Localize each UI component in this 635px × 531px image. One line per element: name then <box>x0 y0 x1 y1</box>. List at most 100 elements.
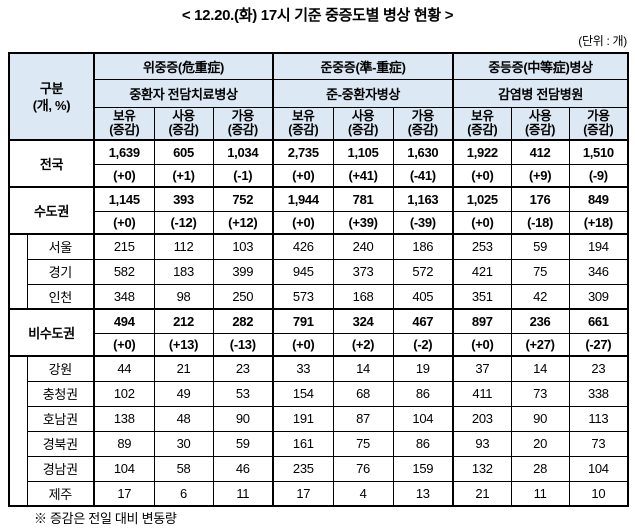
metric-header-cell: 사용 (증감) <box>332 106 394 141</box>
value-cell: 897 <box>452 308 512 334</box>
region-cell: 서울 <box>26 233 95 260</box>
value-cell: 945 <box>272 258 334 285</box>
value-cell: 1,630 <box>392 139 454 165</box>
value-cell: 86 <box>392 380 454 407</box>
value-cell: 75 <box>510 258 570 285</box>
value-cell: 13 <box>392 480 454 507</box>
detail-row: 충청권 102 49 53 154 68 86 411 73 338 <box>9 380 629 407</box>
change-cell: (+9) <box>510 163 570 188</box>
metric-header-cell: 가용 (증감) <box>212 106 274 141</box>
value-cell: 103 <box>212 233 274 260</box>
change-cell: (+2) <box>332 332 394 357</box>
value-cell: 1,639 <box>93 139 155 165</box>
change-cell: (+0) <box>272 332 334 357</box>
value-cell: 2,735 <box>272 139 334 165</box>
detail-row: 강원 44 21 23 33 14 19 37 14 23 <box>8 355 629 507</box>
value-cell: 104 <box>93 455 155 482</box>
group-subheader-severe: 중환자 전담치료병상 <box>93 78 274 108</box>
change-cell: (+0) <box>93 332 155 357</box>
value-cell: 1,105 <box>332 139 394 165</box>
change-cell: (-12) <box>153 210 214 235</box>
value-cell: 6 <box>153 480 214 507</box>
value-cell: 104 <box>568 455 629 482</box>
change-cell: (-1) <box>212 163 274 188</box>
metric-label: 보유 <box>292 109 315 124</box>
region-cell: 강원 <box>26 355 95 382</box>
metric-change-label: (증감) <box>407 123 438 138</box>
value-cell: 1,034 <box>212 139 274 165</box>
group-subheader-moderate: 감염병 전담병원 <box>452 78 629 108</box>
value-cell: 14 <box>332 355 394 382</box>
value-cell: 236 <box>510 308 570 334</box>
value-cell: 572 <box>392 258 454 285</box>
indent-strip-cell <box>8 355 28 507</box>
value-cell: 59 <box>510 233 570 260</box>
value-cell: 191 <box>272 405 334 432</box>
region-cell: 수도권 <box>8 186 95 235</box>
value-cell: 791 <box>272 308 334 334</box>
value-cell: 154 <box>272 380 334 407</box>
value-cell: 44 <box>93 355 155 382</box>
detail-row: 경기 582 183 399 945 373 572 421 75 346 <box>9 258 629 285</box>
value-cell: 186 <box>392 233 454 260</box>
value-cell: 87 <box>332 405 394 432</box>
value-cell: 194 <box>568 233 629 260</box>
metric-label: 가용 <box>587 109 610 124</box>
value-cell: 348 <box>93 283 155 310</box>
value-cell: 399 <box>212 258 274 285</box>
value-cell: 68 <box>332 380 394 407</box>
value-cell: 49 <box>153 380 214 407</box>
metric-change-label: (증감) <box>227 123 258 138</box>
value-cell: 138 <box>93 405 155 432</box>
value-cell: 661 <box>568 308 629 334</box>
value-cell: 89 <box>93 430 155 457</box>
value-cell: 405 <box>392 283 454 310</box>
value-cell: 253 <box>452 233 512 260</box>
value-cell: 132 <box>452 455 512 482</box>
change-cell: (-2) <box>392 332 454 357</box>
metric-header-cell: 가용 (증감) <box>568 106 629 141</box>
value-cell: 59 <box>212 430 274 457</box>
change-cell: (+0) <box>93 163 155 188</box>
value-cell: 17 <box>93 480 155 507</box>
value-cell: 19 <box>392 355 454 382</box>
value-cell: 1,510 <box>568 139 629 165</box>
change-cell: (+0) <box>93 210 155 235</box>
group-header-semi-severe: 준중증(準-重症) <box>272 52 454 80</box>
value-cell: 1,944 <box>272 186 334 212</box>
table-body: 전국 1,639 605 1,034 2,735 1,105 1,630 1,922 412 1,… <box>8 139 629 507</box>
change-cell: (+27) <box>510 332 570 357</box>
metric-label: 가용 <box>411 109 435 124</box>
value-cell: 42 <box>510 283 570 310</box>
value-cell: 21 <box>452 480 512 507</box>
region-cell: 충청권 <box>26 380 95 407</box>
metric-header-cell: 사용 (증감) <box>510 106 570 141</box>
value-cell: 11 <box>510 480 570 507</box>
region-cell: 경기 <box>26 258 95 285</box>
value-cell: 235 <box>272 455 334 482</box>
change-cell: (+0) <box>452 332 512 357</box>
summary-value-row: 수도권 1,145 393 752 1,944 781 1,163 1,025 176 849 <box>8 186 629 235</box>
metric-change-label: (증감) <box>347 123 379 138</box>
corner-cell: 구분 (개, %) <box>8 52 95 141</box>
value-cell: 159 <box>392 455 454 482</box>
change-cell: (-9) <box>568 163 629 188</box>
value-cell: 113 <box>568 405 629 432</box>
value-cell: 421 <box>452 258 512 285</box>
value-cell: 90 <box>212 405 274 432</box>
value-cell: 10 <box>568 480 629 507</box>
value-cell: 161 <box>272 430 334 457</box>
detail-row: 서울 215 112 103 426 240 186 253 59 194 <box>8 233 629 310</box>
change-cell: (+39) <box>332 210 394 235</box>
value-cell: 1,163 <box>392 186 454 212</box>
value-cell: 4 <box>332 480 394 507</box>
value-cell: 28 <box>510 455 570 482</box>
corner-label: 구분 <box>39 80 64 96</box>
change-cell: (+13) <box>153 332 214 357</box>
unit-note: (단위 : 개) <box>578 34 627 48</box>
value-cell: 86 <box>392 430 454 457</box>
group-header-severe: 위중증(危重症) <box>93 52 274 80</box>
summary-change-row: (+0) (+13) (-13) (+0) (+2) (-2) (+0) (+27) (-27) <box>9 332 629 357</box>
change-cell: (+0) <box>272 163 334 188</box>
value-cell: 76 <box>332 455 394 482</box>
